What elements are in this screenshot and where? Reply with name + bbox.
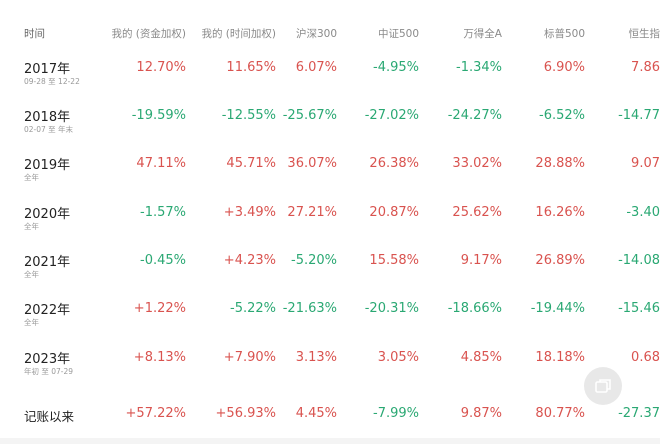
return-cell: +8.13%	[133, 350, 186, 365]
return-cell: -15.46	[618, 301, 660, 316]
return-cell: -24.27%	[447, 108, 502, 123]
return-cell: 45.71%	[226, 156, 276, 171]
return-cell: 3.05%	[377, 350, 419, 365]
total-return-cell: +57.22%	[125, 406, 186, 421]
return-cell: -14.08	[618, 253, 660, 268]
return-cell: -20.31%	[364, 301, 419, 316]
return-cell: 4.85%	[460, 350, 502, 365]
header-col-1: 我的 (资金加权)	[111, 28, 186, 40]
return-cell: -5.20%	[291, 253, 337, 268]
floating-copy-button[interactable]	[584, 367, 622, 405]
return-cell: -19.59%	[131, 108, 186, 123]
year-period: 全年	[24, 270, 39, 279]
return-cell: 18.18%	[535, 350, 585, 365]
return-cell: 6.07%	[295, 60, 337, 75]
year-label: 2020年	[24, 207, 71, 222]
return-cell: 15.58%	[369, 253, 419, 268]
year-period: 全年	[24, 173, 39, 182]
year-label: 2017年	[24, 62, 71, 77]
table-header: 时间 我的 (资金加权) 我的 (时间加权) 沪深300 中证500 万得全A 标普500 恒…	[0, 14, 660, 50]
year-period: 全年	[24, 222, 39, 231]
year-period: 全年	[24, 318, 39, 327]
total-return-cell: 80.77%	[535, 406, 585, 421]
return-cell: 26.38%	[369, 156, 419, 171]
year-period: 02-07 至 年末	[24, 125, 74, 134]
header-col-2: 我的 (时间加权)	[201, 28, 276, 40]
return-cell: -12.55%	[221, 108, 276, 123]
return-cell: 27.21%	[287, 205, 337, 220]
table-row: 2020年 全年 -1.57% +3.49% 27.21% 20.87% 25.62% 16.…	[0, 197, 660, 245]
total-return-cell: -27.37	[618, 406, 660, 421]
return-cell: -3.40	[626, 205, 660, 220]
return-cell: 9.07	[631, 156, 660, 171]
copy-icon	[595, 379, 611, 393]
return-cell: 36.07%	[287, 156, 337, 171]
year-label: 2022年	[24, 303, 71, 318]
year-period: 09-28 至 12-22	[24, 77, 80, 86]
return-cell: 20.87%	[369, 205, 419, 220]
return-cell: 25.62%	[452, 205, 502, 220]
table-row: 2022年 全年 +1.22% -5.22% -21.63% -20.31% -18.66%…	[0, 293, 660, 341]
table-row: 2021年 全年 -0.45% +4.23% -5.20% 15.58% 9.17% 26.8…	[0, 245, 660, 293]
return-cell: -4.95%	[373, 60, 419, 75]
year-label: 2019年	[24, 158, 71, 173]
return-cell: 6.90%	[543, 60, 585, 75]
return-cell: 16.26%	[535, 205, 585, 220]
total-return-cell: 4.45%	[295, 406, 337, 421]
return-cell: -0.45%	[140, 253, 186, 268]
table-row: 2018年 02-07 至 年末 -19.59% -12.55% -25.67% -27.…	[0, 100, 660, 148]
bottom-divider	[0, 438, 660, 444]
header-col-4: 中证500	[377, 28, 419, 40]
header-col-3: 沪深300	[295, 28, 337, 40]
return-cell: +3.49%	[223, 205, 276, 220]
header-time: 时间	[24, 28, 45, 40]
return-cell: 3.13%	[295, 350, 337, 365]
return-cell: -21.63%	[282, 301, 337, 316]
return-cell: -18.66%	[447, 301, 502, 316]
return-cell: -19.44%	[530, 301, 585, 316]
total-return-cell: 9.87%	[460, 406, 502, 421]
table-row: 2017年 09-28 至 12-22 12.70% 11.65% 6.07% -4.95…	[0, 52, 660, 100]
total-return-cell: +56.93%	[215, 406, 276, 421]
return-cell: 11.65%	[226, 60, 276, 75]
table-row: 2019年 全年 47.11% 45.71% 36.07% 26.38% 33.02% 28.…	[0, 148, 660, 196]
return-cell: -25.67%	[282, 108, 337, 123]
return-cell: 9.17%	[460, 253, 502, 268]
return-cell: 0.68	[631, 350, 660, 365]
return-cell: +1.22%	[133, 301, 186, 316]
return-cell: -1.34%	[456, 60, 502, 75]
year-label: 2018年	[24, 110, 71, 125]
return-cell: -27.02%	[364, 108, 419, 123]
return-cell: -14.77	[618, 108, 660, 123]
table-row: 2023年 年初 至 07-29 +8.13% +7.90% 3.13% 3.05% 4.8…	[0, 342, 660, 390]
return-cell: 12.70%	[136, 60, 186, 75]
return-cell: -5.22%	[230, 301, 276, 316]
return-cell: -1.57%	[140, 205, 186, 220]
year-label: 2021年	[24, 255, 71, 270]
header-col-5: 万得全A	[463, 28, 502, 40]
header-col-7: 恒生指	[628, 28, 660, 40]
header-col-6: 标普500	[543, 28, 585, 40]
total-label: 记账以来	[24, 409, 75, 424]
return-cell: +4.23%	[223, 253, 276, 268]
return-cell: 33.02%	[452, 156, 502, 171]
year-label: 2023年	[24, 352, 71, 367]
return-cell: 7.86	[631, 60, 660, 75]
total-return-cell: -7.99%	[373, 406, 419, 421]
return-cell: +7.90%	[223, 350, 276, 365]
return-cell: 28.88%	[535, 156, 585, 171]
return-cell: -6.52%	[539, 108, 585, 123]
year-period: 年初 至 07-29	[24, 367, 74, 376]
return-cell: 47.11%	[136, 156, 186, 171]
total-row: 记账以来 +57.22% +56.93% 4.45% -7.99% 9.87% 80.77%…	[0, 398, 660, 444]
return-cell: 26.89%	[535, 253, 585, 268]
